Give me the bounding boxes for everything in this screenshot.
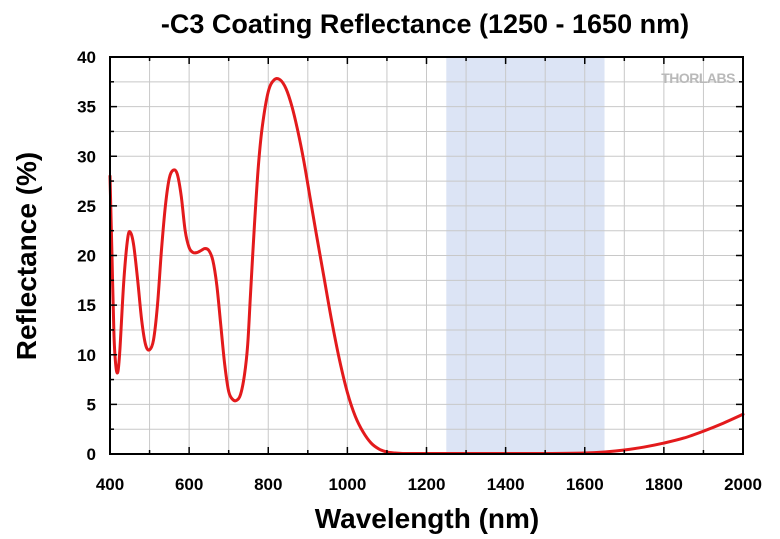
x-tick-label: 1600	[566, 475, 604, 494]
y-tick-label: 5	[87, 395, 96, 414]
x-axis-label: Wavelength (nm)	[315, 503, 540, 534]
thorlabs-watermark: THORLABS	[661, 70, 735, 86]
chart-title: -C3 Coating Reflectance (1250 - 1650 nm)	[161, 9, 689, 39]
x-tick-label: 1000	[328, 475, 366, 494]
x-tick-label: 1800	[645, 475, 683, 494]
plot-frame-layer	[109, 56, 744, 455]
y-tick-label: 20	[77, 247, 96, 266]
y-tick-label: 15	[77, 296, 96, 315]
x-tick-label: 800	[254, 475, 282, 494]
x-tick-label: 1400	[487, 475, 525, 494]
y-tick-label: 25	[77, 197, 96, 216]
y-tick-labels: 0 5 10 15 20 25 30 35 40	[77, 48, 96, 464]
y-axis-label: Reflectance (%)	[11, 152, 42, 361]
x-tick-label: 600	[175, 475, 203, 494]
y-tick-label: 10	[77, 346, 96, 365]
x-tick-label: 400	[96, 475, 124, 494]
y-tick-label: 0	[87, 445, 96, 464]
y-tick-label: 30	[77, 147, 96, 166]
y-tick-label: 40	[77, 48, 96, 67]
x-tick-label: 2000	[724, 475, 762, 494]
x-tick-labels: 400 600 800 1000 1200 1400 1600 1800 2000	[96, 475, 762, 494]
x-tick-label: 1200	[408, 475, 446, 494]
y-tick-label: 35	[77, 98, 96, 117]
